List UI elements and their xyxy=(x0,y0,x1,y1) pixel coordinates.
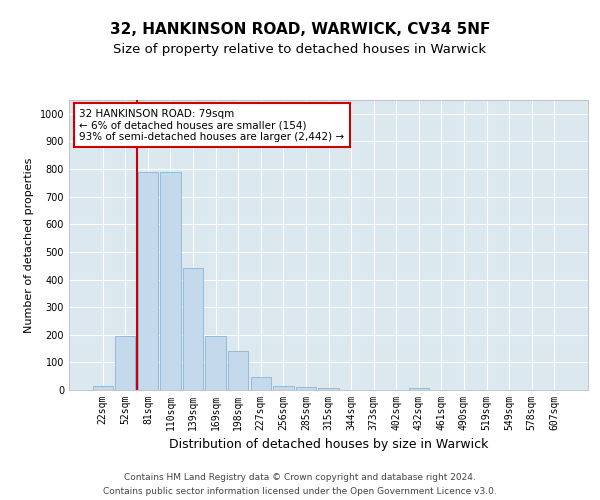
Bar xyxy=(205,336,226,390)
X-axis label: Distribution of detached houses by size in Warwick: Distribution of detached houses by size … xyxy=(169,438,488,452)
Y-axis label: Number of detached properties: Number of detached properties xyxy=(24,158,34,332)
Bar xyxy=(92,386,113,390)
Bar xyxy=(273,386,293,390)
Bar xyxy=(319,388,338,390)
Text: 32, HANKINSON ROAD, WARWICK, CV34 5NF: 32, HANKINSON ROAD, WARWICK, CV34 5NF xyxy=(110,22,490,38)
Bar xyxy=(183,268,203,390)
Bar xyxy=(228,350,248,390)
Text: Contains HM Land Registry data © Crown copyright and database right 2024.: Contains HM Land Registry data © Crown c… xyxy=(124,473,476,482)
Text: 32 HANKINSON ROAD: 79sqm
← 6% of detached houses are smaller (154)
93% of semi-d: 32 HANKINSON ROAD: 79sqm ← 6% of detache… xyxy=(79,108,344,142)
Bar xyxy=(251,376,271,390)
Bar xyxy=(296,387,316,390)
Bar xyxy=(115,336,136,390)
Text: Size of property relative to detached houses in Warwick: Size of property relative to detached ho… xyxy=(113,42,487,56)
Bar xyxy=(409,388,429,390)
Bar xyxy=(138,172,158,390)
Text: Contains public sector information licensed under the Open Government Licence v3: Contains public sector information licen… xyxy=(103,486,497,496)
Bar xyxy=(160,172,181,390)
